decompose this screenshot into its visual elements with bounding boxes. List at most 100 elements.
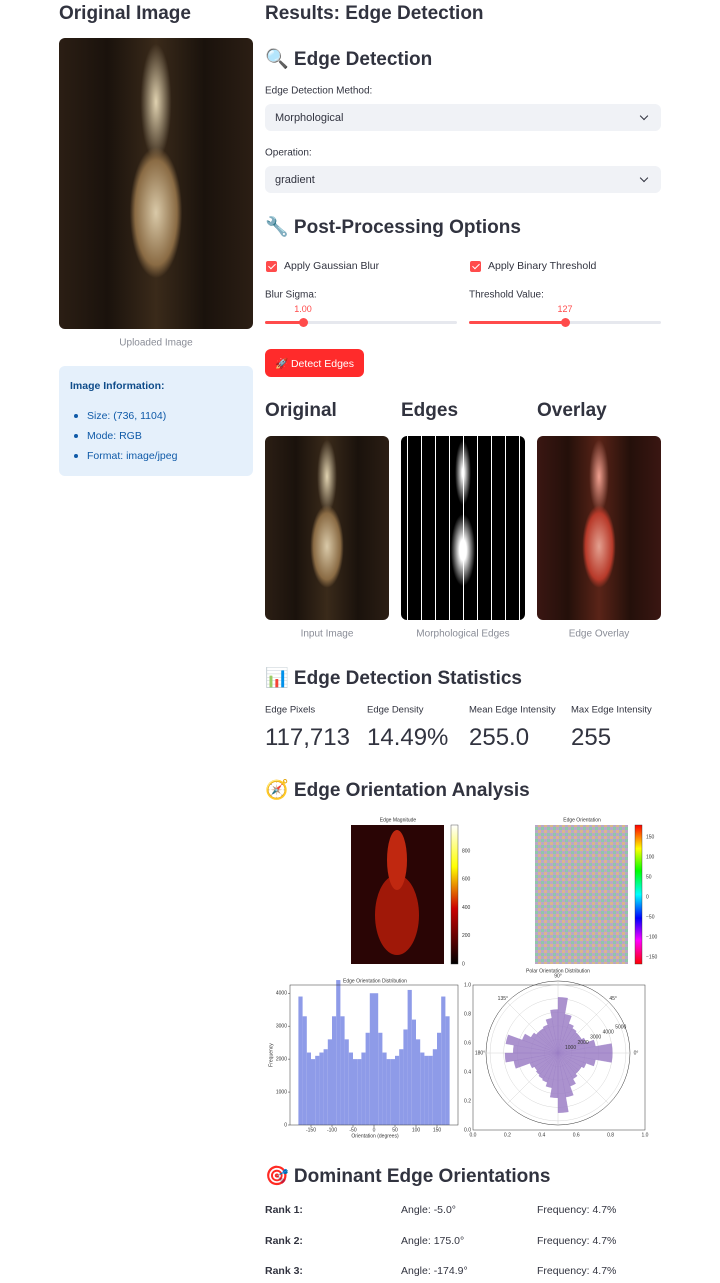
polar-bar [557, 1037, 587, 1054]
select-value: Morphological [275, 111, 344, 124]
method-select[interactable]: Morphological [265, 104, 661, 131]
histogram-bar [378, 1032, 383, 1125]
section-heading: 📊 Edge Detection Statistics [265, 668, 522, 689]
info-item: Format: image/jpeg [87, 450, 178, 462]
results-title: Results: Edge Detection [265, 3, 484, 24]
detect-button[interactable]: 🚀 Detect Edges [265, 349, 364, 377]
polar-bar [557, 997, 568, 1054]
row-angle: Angle: 175.0° [401, 1234, 465, 1247]
x-tick-label: 100 [412, 1127, 421, 1133]
histogram-bar [411, 1019, 416, 1125]
histogram-bar [336, 980, 341, 1125]
slider-fill [469, 321, 565, 324]
colorbar [450, 824, 459, 965]
section-heading: 🔍 Edge Detection [265, 49, 433, 70]
caption: Uploaded Image [119, 337, 193, 349]
y-axis-label: Frequency [268, 1043, 274, 1067]
column-title: Original [265, 400, 337, 421]
x-tick-label: 0.2 [504, 1132, 511, 1138]
polar-bar [557, 1052, 574, 1098]
x-tick-label: -150 [306, 1127, 316, 1133]
y-tick-label: 3000 [276, 1024, 287, 1030]
y-tick-label: 0.4 [464, 1069, 471, 1075]
plot-title: Polar Orientation Distribution [526, 968, 590, 974]
slider-thumb[interactable] [299, 318, 308, 327]
histogram-bar [332, 1016, 337, 1125]
column-title: Overlay [537, 400, 607, 421]
edges-image [401, 436, 525, 620]
histogram-bar [302, 1016, 307, 1125]
caption: Edge Overlay [568, 628, 630, 640]
histogram-bar [416, 1039, 421, 1125]
colorbar-label: 0 [462, 961, 465, 967]
row-rank: Rank 3: [265, 1265, 303, 1277]
plot-title: Edge Magnitude [380, 817, 417, 823]
label: Threshold Value: [469, 289, 544, 301]
colorbar-label: −150 [646, 954, 657, 960]
x-axis-label: Orientation (degrees) [351, 1133, 399, 1139]
y-tick-label: 0.2 [464, 1098, 471, 1104]
r-tick-label: 1000 [565, 1045, 576, 1051]
plot-title: Edge Orientation [563, 817, 601, 823]
colorbar-label: 100 [646, 854, 655, 860]
colorbar-label: −100 [646, 934, 657, 940]
y-tick-label: 4000 [276, 991, 287, 997]
histogram-bar [407, 989, 412, 1125]
label: Operation: [265, 147, 312, 159]
x-tick-label: 0.6 [573, 1132, 580, 1138]
histogram-bar [395, 1055, 400, 1125]
histogram-bar [428, 1055, 433, 1125]
row-frequency: Frequency: 4.7% [537, 1265, 617, 1277]
histogram-bar [306, 1052, 311, 1125]
x-tick-label: 0.8 [607, 1132, 614, 1138]
angle-label: 180° [475, 1050, 485, 1056]
histogram-bar [319, 1052, 324, 1125]
angle-label: 135° [498, 996, 508, 1002]
row-rank: Rank 1: [265, 1204, 303, 1216]
checkbox-label: Apply Binary Threshold [488, 260, 597, 272]
info-box: Image Information: Size: (736, 1104) Mod… [59, 366, 253, 476]
polar-bar [529, 1052, 559, 1069]
metric-label: Edge Density [367, 704, 424, 716]
histogram-bar [353, 1059, 358, 1125]
bullet [74, 454, 78, 458]
polar-bar [505, 1034, 559, 1054]
r-tick-label: 3000 [590, 1035, 601, 1041]
colorbar-label: 600 [462, 877, 471, 883]
checkbox-label: Apply Gaussian Blur [284, 260, 380, 272]
info-item: Mode: RGB [87, 430, 142, 442]
plot-title: Edge Orientation Distribution [343, 978, 407, 984]
histogram-bar [386, 1059, 391, 1125]
operation-select[interactable]: gradient [265, 166, 661, 193]
y-tick-label: 0 [284, 1122, 287, 1128]
section-heading: 🧭 Edge Orientation Analysis [265, 780, 530, 801]
polar-bar [542, 1024, 559, 1054]
metric-label: Mean Edge Intensity [469, 704, 556, 716]
caption: Morphological Edges [416, 628, 510, 640]
bullet [74, 434, 78, 438]
column-title: Edges [401, 400, 459, 421]
bullet [74, 414, 78, 418]
left-title: Original Image [59, 3, 191, 24]
colorbar-label: 200 [462, 933, 471, 939]
histogram-bar [390, 1059, 395, 1125]
histogram-bar [403, 1029, 408, 1125]
colorbar-label: 0 [646, 894, 649, 900]
magnitude-image [387, 830, 407, 890]
slider-fill [265, 321, 303, 324]
histogram-bar [344, 1039, 349, 1125]
r-tick-label: 4000 [603, 1030, 614, 1036]
colorbar-label: 400 [462, 905, 471, 911]
checkbox[interactable] [266, 261, 277, 272]
checkbox[interactable] [470, 261, 481, 272]
histogram-bar [382, 1052, 387, 1125]
histogram-bar [365, 1032, 370, 1125]
select-value: gradient [275, 173, 315, 186]
slider-thumb[interactable] [561, 318, 570, 327]
caption: Input Image [300, 628, 354, 640]
row-frequency: Frequency: 4.7% [537, 1234, 617, 1247]
histogram-bar [369, 993, 374, 1125]
histogram-bar [311, 1059, 316, 1125]
histogram-bar [315, 1055, 320, 1125]
